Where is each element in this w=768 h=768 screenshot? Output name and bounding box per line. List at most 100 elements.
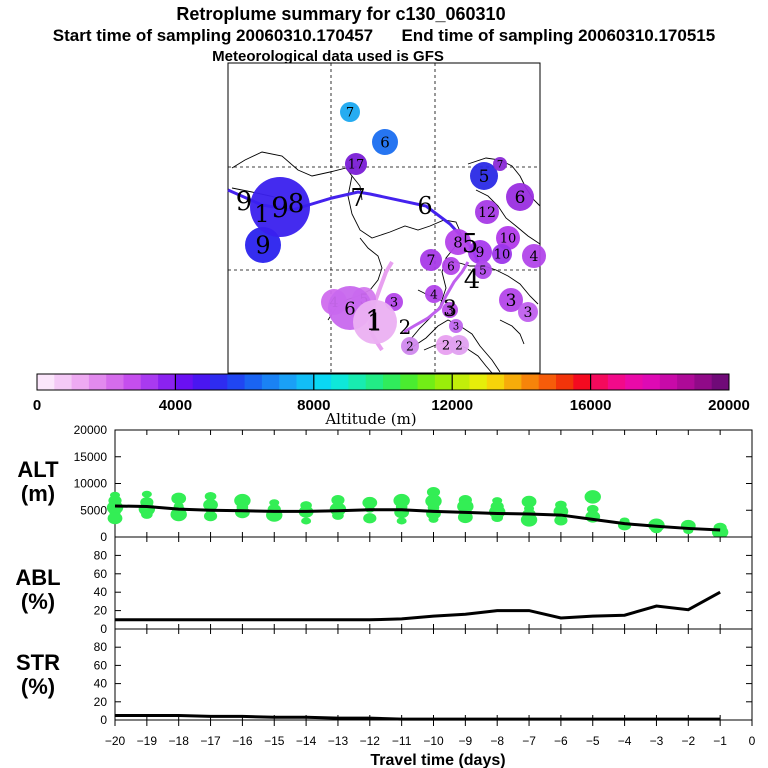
map-marker-label: 7 xyxy=(497,160,503,171)
met-data-line: Meteorological data used is GFS xyxy=(212,48,444,65)
colorbar-frame xyxy=(36,373,730,391)
map-marker-label: 10 xyxy=(500,232,517,247)
colorbar-cell xyxy=(556,374,574,390)
colorbar-cell xyxy=(452,374,470,390)
x-tick-label: −5 xyxy=(586,734,600,748)
colorbar-cell xyxy=(123,374,142,390)
x-tick-label: −10 xyxy=(423,734,444,748)
colorbar-cell xyxy=(694,374,713,390)
colorbar-cell xyxy=(192,374,211,390)
alt-scatter-point xyxy=(234,493,251,508)
figure-title: Retroplume summary for c130_060310 xyxy=(176,4,505,24)
x-tick-label: −1 xyxy=(713,734,727,748)
map-marker-label: 6 xyxy=(344,298,355,319)
colorbar-cell xyxy=(659,374,678,390)
map-marker xyxy=(499,288,523,312)
map-marker-label: 3 xyxy=(506,291,517,311)
alt-scatter-point xyxy=(426,486,441,498)
colorbar-cell xyxy=(486,374,505,390)
colorbar-cell xyxy=(625,374,643,390)
map-marker-label: 1 xyxy=(367,309,382,337)
map-marker-label: 9 xyxy=(271,191,289,224)
x-tick-label: −13 xyxy=(328,734,349,748)
alt-scatter-point xyxy=(520,513,538,527)
colorbar-cell xyxy=(54,374,73,390)
str-unit: (%) xyxy=(21,674,55,699)
y-tick-label: 60 xyxy=(94,567,108,581)
x-tick-label: −14 xyxy=(296,734,317,748)
map-marker-label: 5 xyxy=(479,263,487,277)
map-marker xyxy=(506,183,534,211)
alt-scatter-point xyxy=(204,492,217,501)
x-tick-label: −6 xyxy=(554,734,568,748)
colorbar-cell xyxy=(244,374,263,390)
x-tick-label: −11 xyxy=(392,734,412,748)
map-marker-label: 6 xyxy=(515,188,526,208)
y-tick-label: 20 xyxy=(94,695,108,709)
x-tick-label: −2 xyxy=(681,734,695,748)
map-marker xyxy=(372,129,398,155)
y-tick-label: 40 xyxy=(94,677,108,691)
colorbar-tick-label: 20000 xyxy=(708,397,750,414)
x-tick-label: −3 xyxy=(650,734,664,748)
x-tick-label: −20 xyxy=(105,734,126,748)
map-marker xyxy=(442,257,460,275)
colorbar-ticks: 0 4000 8000 12000 16000 20000 xyxy=(33,374,750,414)
track-day-label: 3 xyxy=(443,297,457,322)
colorbar-cell xyxy=(607,374,626,390)
map-marker xyxy=(475,200,499,224)
track-day-label: 8 xyxy=(288,189,305,219)
map-marker xyxy=(353,300,397,344)
str-axes: 0 20 40 60 80 xyxy=(94,629,753,727)
map-marker-label: 6 xyxy=(447,259,455,273)
alt-scatter-point xyxy=(457,511,473,524)
colorbar-cell xyxy=(88,374,107,390)
map-marker-label: 6 xyxy=(380,133,390,151)
alt-scatter-point xyxy=(584,490,601,504)
x-tick-label: −9 xyxy=(459,734,473,748)
colorbar-cell xyxy=(677,374,695,390)
abl-line xyxy=(115,590,721,622)
map-marker xyxy=(245,227,281,263)
y-tick-label: 0 xyxy=(100,622,107,636)
abl-panel: ABL (%) 0 20 40 60 80 xyxy=(15,536,753,636)
alt-unit: (m) xyxy=(21,481,55,506)
alt-scatter-point xyxy=(363,513,377,524)
colorbar-cell xyxy=(296,374,315,390)
colorbar-cell xyxy=(538,374,557,390)
colorbar-cell xyxy=(331,374,349,390)
colorbar-cell xyxy=(140,374,159,390)
map-marker-label: 4 xyxy=(530,249,539,265)
x-tick-label: −12 xyxy=(360,734,381,748)
alt-scatter-point xyxy=(521,495,537,508)
colorbar-cells xyxy=(37,374,730,390)
alt-scatter-point xyxy=(428,515,439,523)
map-marker xyxy=(470,162,498,190)
alt-scatter-point xyxy=(170,507,187,522)
map-marker-label: 2 xyxy=(455,338,463,352)
y-tick-label: 5000 xyxy=(80,503,107,517)
y-tick-label: 15000 xyxy=(74,450,108,464)
sampling-times: Start time of sampling 20060310.170457 E… xyxy=(53,26,715,45)
map-marker xyxy=(445,229,471,255)
track-day-label: 1 xyxy=(365,304,383,337)
colorbar-cell xyxy=(210,374,228,390)
map-marker xyxy=(345,153,367,175)
map-marker xyxy=(493,157,507,171)
alt-scatter-point xyxy=(141,510,153,519)
x-tick-label: −15 xyxy=(264,734,285,748)
alt-scatter-point xyxy=(554,515,568,526)
alt-scatter-point xyxy=(329,502,347,516)
track-day-label: 1 xyxy=(254,200,269,228)
abl-frame xyxy=(114,536,753,630)
colorbar-tick-label: 0 xyxy=(33,397,41,414)
alt-scatter-point xyxy=(235,506,250,519)
colorbar-cell xyxy=(469,374,488,390)
colorbar-tick-label: 16000 xyxy=(570,397,612,414)
x-tick-label: 0 xyxy=(749,734,756,748)
colorbar-cell xyxy=(434,374,453,390)
alt-panel: ALT (m) 0 5000 10000 15000 20000 xyxy=(17,423,753,544)
y-tick-label: 80 xyxy=(94,548,108,562)
map-marker xyxy=(401,337,419,355)
